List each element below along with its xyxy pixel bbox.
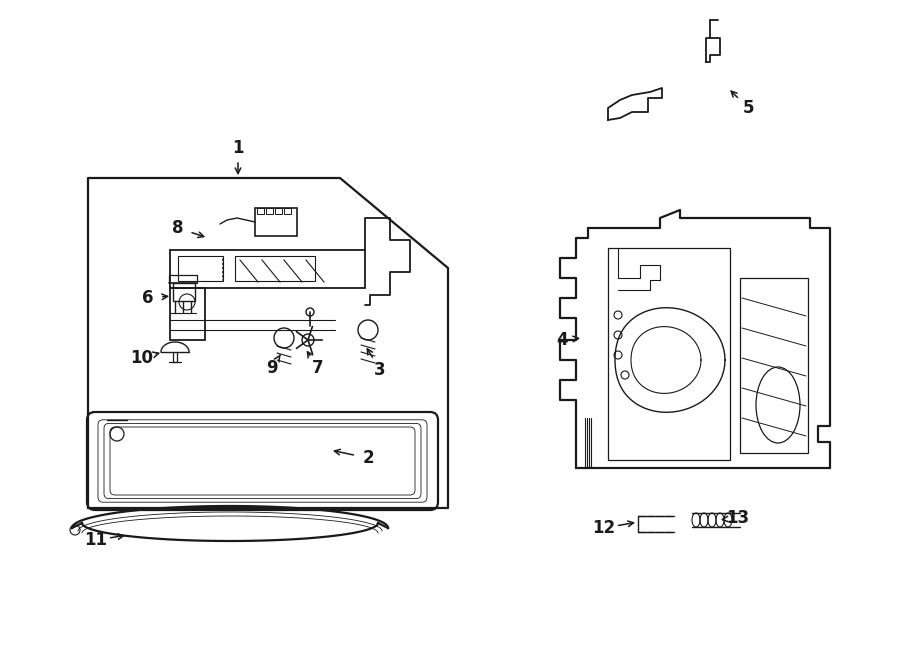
Bar — [284, 208, 291, 214]
Text: 3: 3 — [374, 361, 386, 379]
Bar — [275, 208, 282, 214]
Text: 13: 13 — [726, 509, 750, 527]
Bar — [173, 283, 195, 301]
Text: 6: 6 — [142, 289, 154, 307]
Text: 8: 8 — [172, 219, 184, 237]
Text: 4: 4 — [556, 331, 568, 349]
Text: 11: 11 — [85, 531, 107, 549]
Bar — [257, 208, 264, 214]
Bar — [178, 256, 223, 281]
Text: 10: 10 — [130, 349, 154, 367]
Text: 1: 1 — [232, 139, 244, 157]
Bar — [235, 256, 315, 281]
Bar — [740, 278, 808, 453]
Bar — [170, 250, 365, 288]
Text: 5: 5 — [742, 99, 754, 117]
Bar — [170, 288, 205, 340]
Text: 12: 12 — [592, 519, 616, 537]
Bar — [255, 208, 297, 236]
Text: 7: 7 — [312, 359, 324, 377]
Text: 2: 2 — [362, 449, 374, 467]
Bar — [266, 208, 273, 214]
Text: 9: 9 — [266, 359, 278, 377]
